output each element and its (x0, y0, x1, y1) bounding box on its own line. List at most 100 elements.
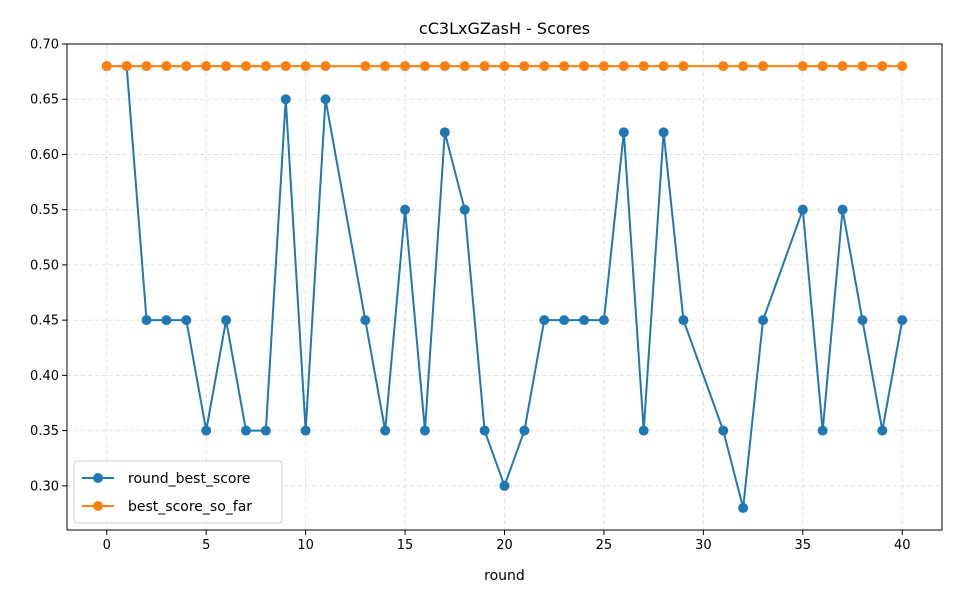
series-layer (101, 61, 908, 513)
y-tick-label: 0.65 (30, 93, 59, 108)
x-tick-label: 15 (397, 538, 414, 553)
data-point (638, 61, 649, 72)
data-point (877, 61, 888, 72)
data-point (658, 61, 669, 72)
data-point (618, 61, 629, 72)
series-best_score_so_far (101, 61, 908, 72)
data-point (121, 61, 132, 72)
y-tick-label: 0.40 (30, 369, 59, 384)
data-point (897, 315, 908, 326)
y-tick-label: 0.30 (30, 479, 59, 494)
y-tick-label: 0.55 (30, 203, 59, 218)
chart-title: cC3LxGZasH - Scores (419, 19, 590, 38)
data-point (738, 502, 749, 513)
data-point (758, 315, 769, 326)
data-point (459, 61, 470, 72)
data-point (181, 315, 192, 326)
data-point (360, 61, 371, 72)
x-axis-label: round (484, 568, 525, 584)
data-point (837, 61, 848, 72)
data-point (439, 127, 450, 138)
data-point (519, 425, 530, 436)
x-tick-label: 20 (496, 538, 513, 553)
x-tick-label: 35 (795, 538, 812, 553)
y-tick-label: 0.45 (30, 314, 59, 329)
legend: round_best_score best_score_so_far (73, 460, 283, 524)
data-point (380, 61, 391, 72)
legend-box (73, 460, 283, 524)
data-point (598, 315, 609, 326)
data-point (459, 204, 470, 215)
data-point (260, 425, 271, 436)
data-point (320, 94, 331, 105)
legend-label: round_best_score (128, 471, 251, 487)
data-point (598, 61, 609, 72)
data-point (161, 61, 172, 72)
legend-marker (93, 473, 103, 483)
data-point (718, 61, 729, 72)
legend-marker (93, 501, 103, 511)
data-point (221, 61, 232, 72)
data-point (161, 315, 172, 326)
data-point (539, 61, 550, 72)
data-point (857, 61, 868, 72)
data-point (678, 61, 689, 72)
data-point (638, 425, 649, 436)
data-point (419, 425, 430, 436)
data-point (181, 61, 192, 72)
data-point (419, 61, 430, 72)
data-point (201, 61, 212, 72)
y-tick-label: 0.35 (30, 424, 59, 439)
data-point (240, 425, 251, 436)
data-point (579, 61, 590, 72)
data-point (300, 425, 311, 436)
x-tick-label: 10 (297, 538, 314, 553)
data-point (559, 61, 570, 72)
data-point (718, 425, 729, 436)
legend-label: best_score_so_far (128, 499, 252, 515)
data-point (579, 315, 590, 326)
series-line (106, 65, 904, 509)
data-point (240, 61, 251, 72)
data-point (797, 204, 808, 215)
axes: 0 5 10 15 20 25 30 35 40 0.30 0.35 0.40 0.45 0.50 0.55… (30, 38, 910, 554)
data-point (439, 61, 450, 72)
x-tick-label: 5 (202, 538, 210, 553)
y-tick-label: 0.70 (30, 38, 59, 53)
data-point (499, 61, 510, 72)
data-point (221, 315, 232, 326)
data-point (559, 315, 570, 326)
data-point (300, 61, 311, 72)
data-point (797, 61, 808, 72)
x-tick-label: 30 (695, 538, 712, 553)
data-point (678, 315, 689, 326)
data-point (360, 315, 371, 326)
data-point (380, 425, 391, 436)
data-point (658, 127, 669, 138)
data-point (499, 480, 510, 491)
data-point (260, 61, 271, 72)
y-tick-label: 0.60 (30, 148, 59, 163)
data-point (539, 315, 550, 326)
x-tick-label: 40 (894, 538, 911, 553)
data-point (758, 61, 769, 72)
data-point (479, 425, 490, 436)
data-point (897, 61, 908, 72)
data-point (201, 425, 212, 436)
x-tick-label: 0 (103, 538, 111, 553)
data-point (519, 61, 530, 72)
data-point (280, 94, 291, 105)
x-tick-label: 25 (596, 538, 613, 553)
data-point (101, 61, 112, 72)
data-point (400, 61, 411, 72)
data-point (817, 425, 828, 436)
data-point (817, 61, 828, 72)
data-point (837, 204, 848, 215)
data-point (618, 127, 629, 138)
data-point (400, 204, 411, 215)
data-point (738, 61, 749, 72)
data-point (280, 61, 291, 72)
data-point (877, 425, 888, 436)
y-tick-label: 0.50 (30, 258, 59, 273)
